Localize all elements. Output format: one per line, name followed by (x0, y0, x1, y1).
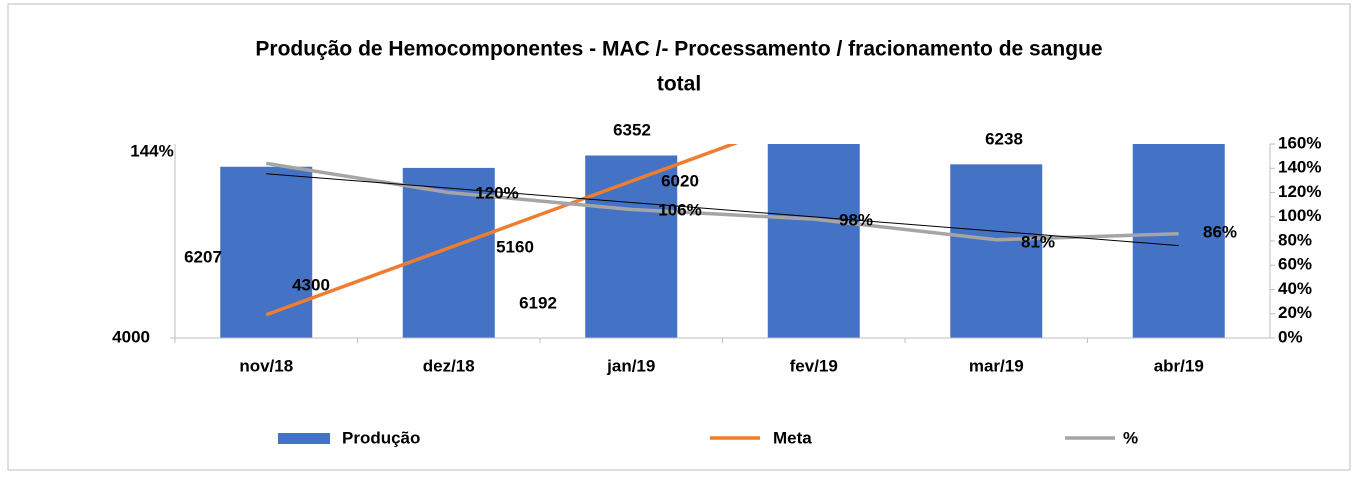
y2-tick-label: 100% (1278, 206, 1321, 225)
bar (950, 164, 1043, 338)
data-label: 5160 (496, 237, 534, 256)
data-label: 98% (839, 210, 873, 229)
legend-swatch (278, 433, 330, 444)
bar (585, 155, 678, 338)
line (265, 144, 739, 317)
data-label: 86% (1203, 222, 1237, 241)
y2-tick-label: 20% (1278, 303, 1312, 322)
x-tick-label: jan/19 (606, 356, 655, 375)
x-tick-label: fev/19 (790, 356, 838, 375)
x-tick-label: dez/18 (423, 356, 475, 375)
y2-tick-label: 140% (1278, 158, 1321, 177)
y2-tick-label: 160% (1278, 133, 1321, 152)
bar (767, 144, 860, 338)
legend-label: Produção (342, 428, 420, 447)
y2-tick-label: 80% (1278, 230, 1312, 249)
x-tick-label: abr/19 (1154, 356, 1204, 375)
y2-tick-label: 60% (1278, 255, 1312, 274)
data-label: 6192 (519, 293, 557, 312)
chart-title-line2: total (657, 73, 701, 96)
legend-label: Meta (773, 428, 812, 447)
plot-area (220, 144, 1225, 338)
data-label: 6020 (661, 171, 699, 190)
y2-tick-label: 120% (1278, 182, 1321, 201)
data-label: 4300 (292, 275, 330, 294)
y2-tick-label: 0% (1278, 327, 1303, 346)
y-tick-label: 4000 (112, 327, 150, 346)
data-label: 144% (130, 141, 173, 160)
data-label: 106% (658, 200, 701, 219)
data-label: 6207 (184, 247, 222, 266)
x-tick-label: nov/18 (239, 356, 293, 375)
bar (1132, 144, 1225, 338)
data-label: 81% (1021, 232, 1055, 251)
y2-tick-label: 40% (1278, 279, 1312, 298)
x-tick-label: mar/19 (969, 356, 1024, 375)
data-label: 6238 (985, 129, 1023, 148)
data-label: 120% (475, 183, 518, 202)
data-label: 6352 (613, 120, 651, 139)
trendline (266, 173, 1179, 247)
chart-title: Produção de Hemocomponentes - MAC /- Pro… (255, 38, 1102, 61)
bar (220, 166, 313, 338)
legend-label: % (1123, 428, 1138, 447)
line (265, 161, 1179, 242)
